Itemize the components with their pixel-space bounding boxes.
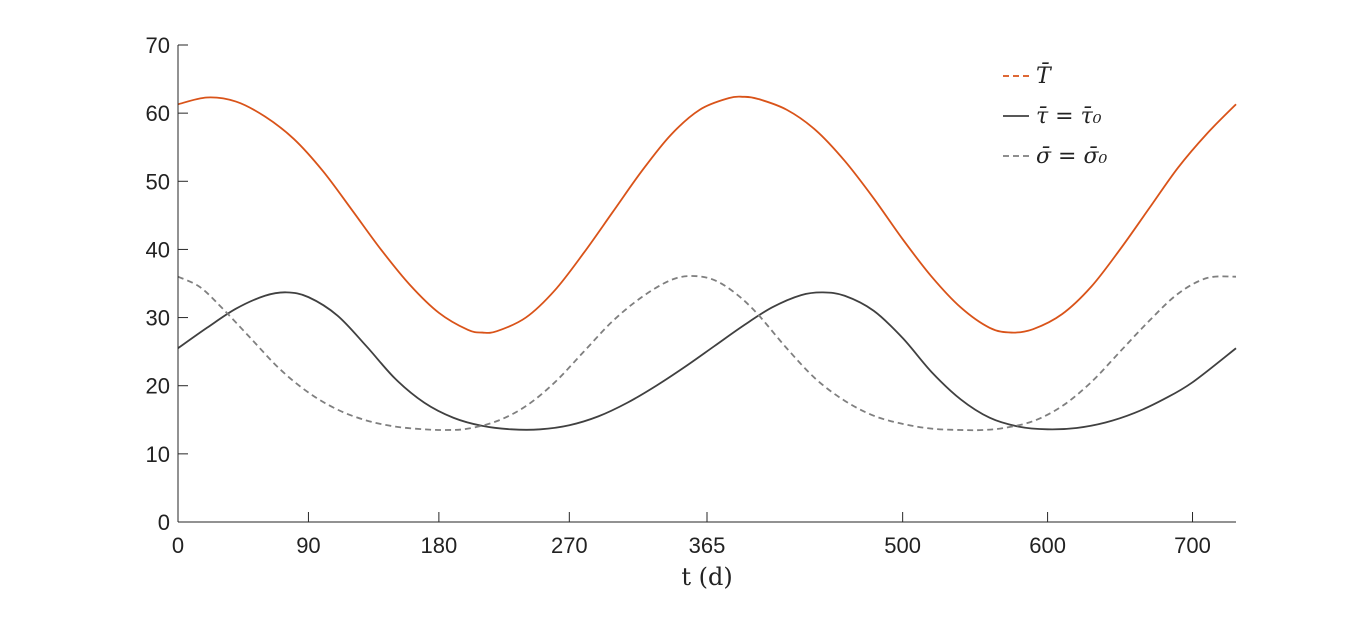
y-tick-label: 10 bbox=[146, 442, 170, 467]
y-tick-label: 20 bbox=[146, 374, 170, 399]
series-line-sigma-bar bbox=[177, 275, 1237, 432]
legend-label: σ̄ = σ̄₀ bbox=[1036, 144, 1107, 169]
y-tick-label: 30 bbox=[146, 306, 170, 331]
x-tick-label: 700 bbox=[1174, 533, 1211, 558]
x-tick-label: 90 bbox=[296, 533, 320, 558]
x-tick-label: 270 bbox=[551, 533, 588, 558]
x-tick-label: 180 bbox=[421, 533, 458, 558]
legend-entry-tau-bar: τ̄ = τ̄₀ bbox=[1003, 104, 1102, 129]
y-tick-label: 0 bbox=[158, 510, 170, 535]
legend-label: T̄ bbox=[1036, 62, 1053, 89]
x-tick-label: 500 bbox=[884, 533, 921, 558]
legend-label: τ̄ = τ̄₀ bbox=[1036, 104, 1102, 129]
legend-entry-sigma-bar: σ̄ = σ̄₀ bbox=[1003, 144, 1107, 169]
x-tick-label: 600 bbox=[1029, 533, 1066, 558]
legend-entry-T-bar: T̄ bbox=[1003, 62, 1053, 89]
x-tick-label: 0 bbox=[172, 533, 184, 558]
y-tick-label: 40 bbox=[146, 237, 170, 262]
x-axis-label: t (d) bbox=[681, 563, 732, 591]
x-tick-label: 365 bbox=[689, 533, 726, 558]
series-layer bbox=[177, 95, 1237, 432]
y-tick-label: 50 bbox=[146, 169, 170, 194]
axes: 0 90 180 270 365 500 600 700 0 10 20 30 40 50 60 70 bbox=[146, 33, 1236, 558]
x-axis-ticks: 0 90 180 270 365 500 600 700 bbox=[172, 512, 1211, 558]
y-axis-ticks: 0 10 20 30 40 50 60 70 bbox=[146, 33, 188, 535]
legend: T̄ τ̄ = τ̄₀ σ̄ = σ̄₀ bbox=[1003, 62, 1107, 169]
series-line-tau-bar bbox=[177, 291, 1237, 431]
series-line-T-bar bbox=[177, 95, 1237, 334]
y-tick-label: 70 bbox=[146, 33, 170, 58]
y-tick-label: 60 bbox=[146, 101, 170, 126]
